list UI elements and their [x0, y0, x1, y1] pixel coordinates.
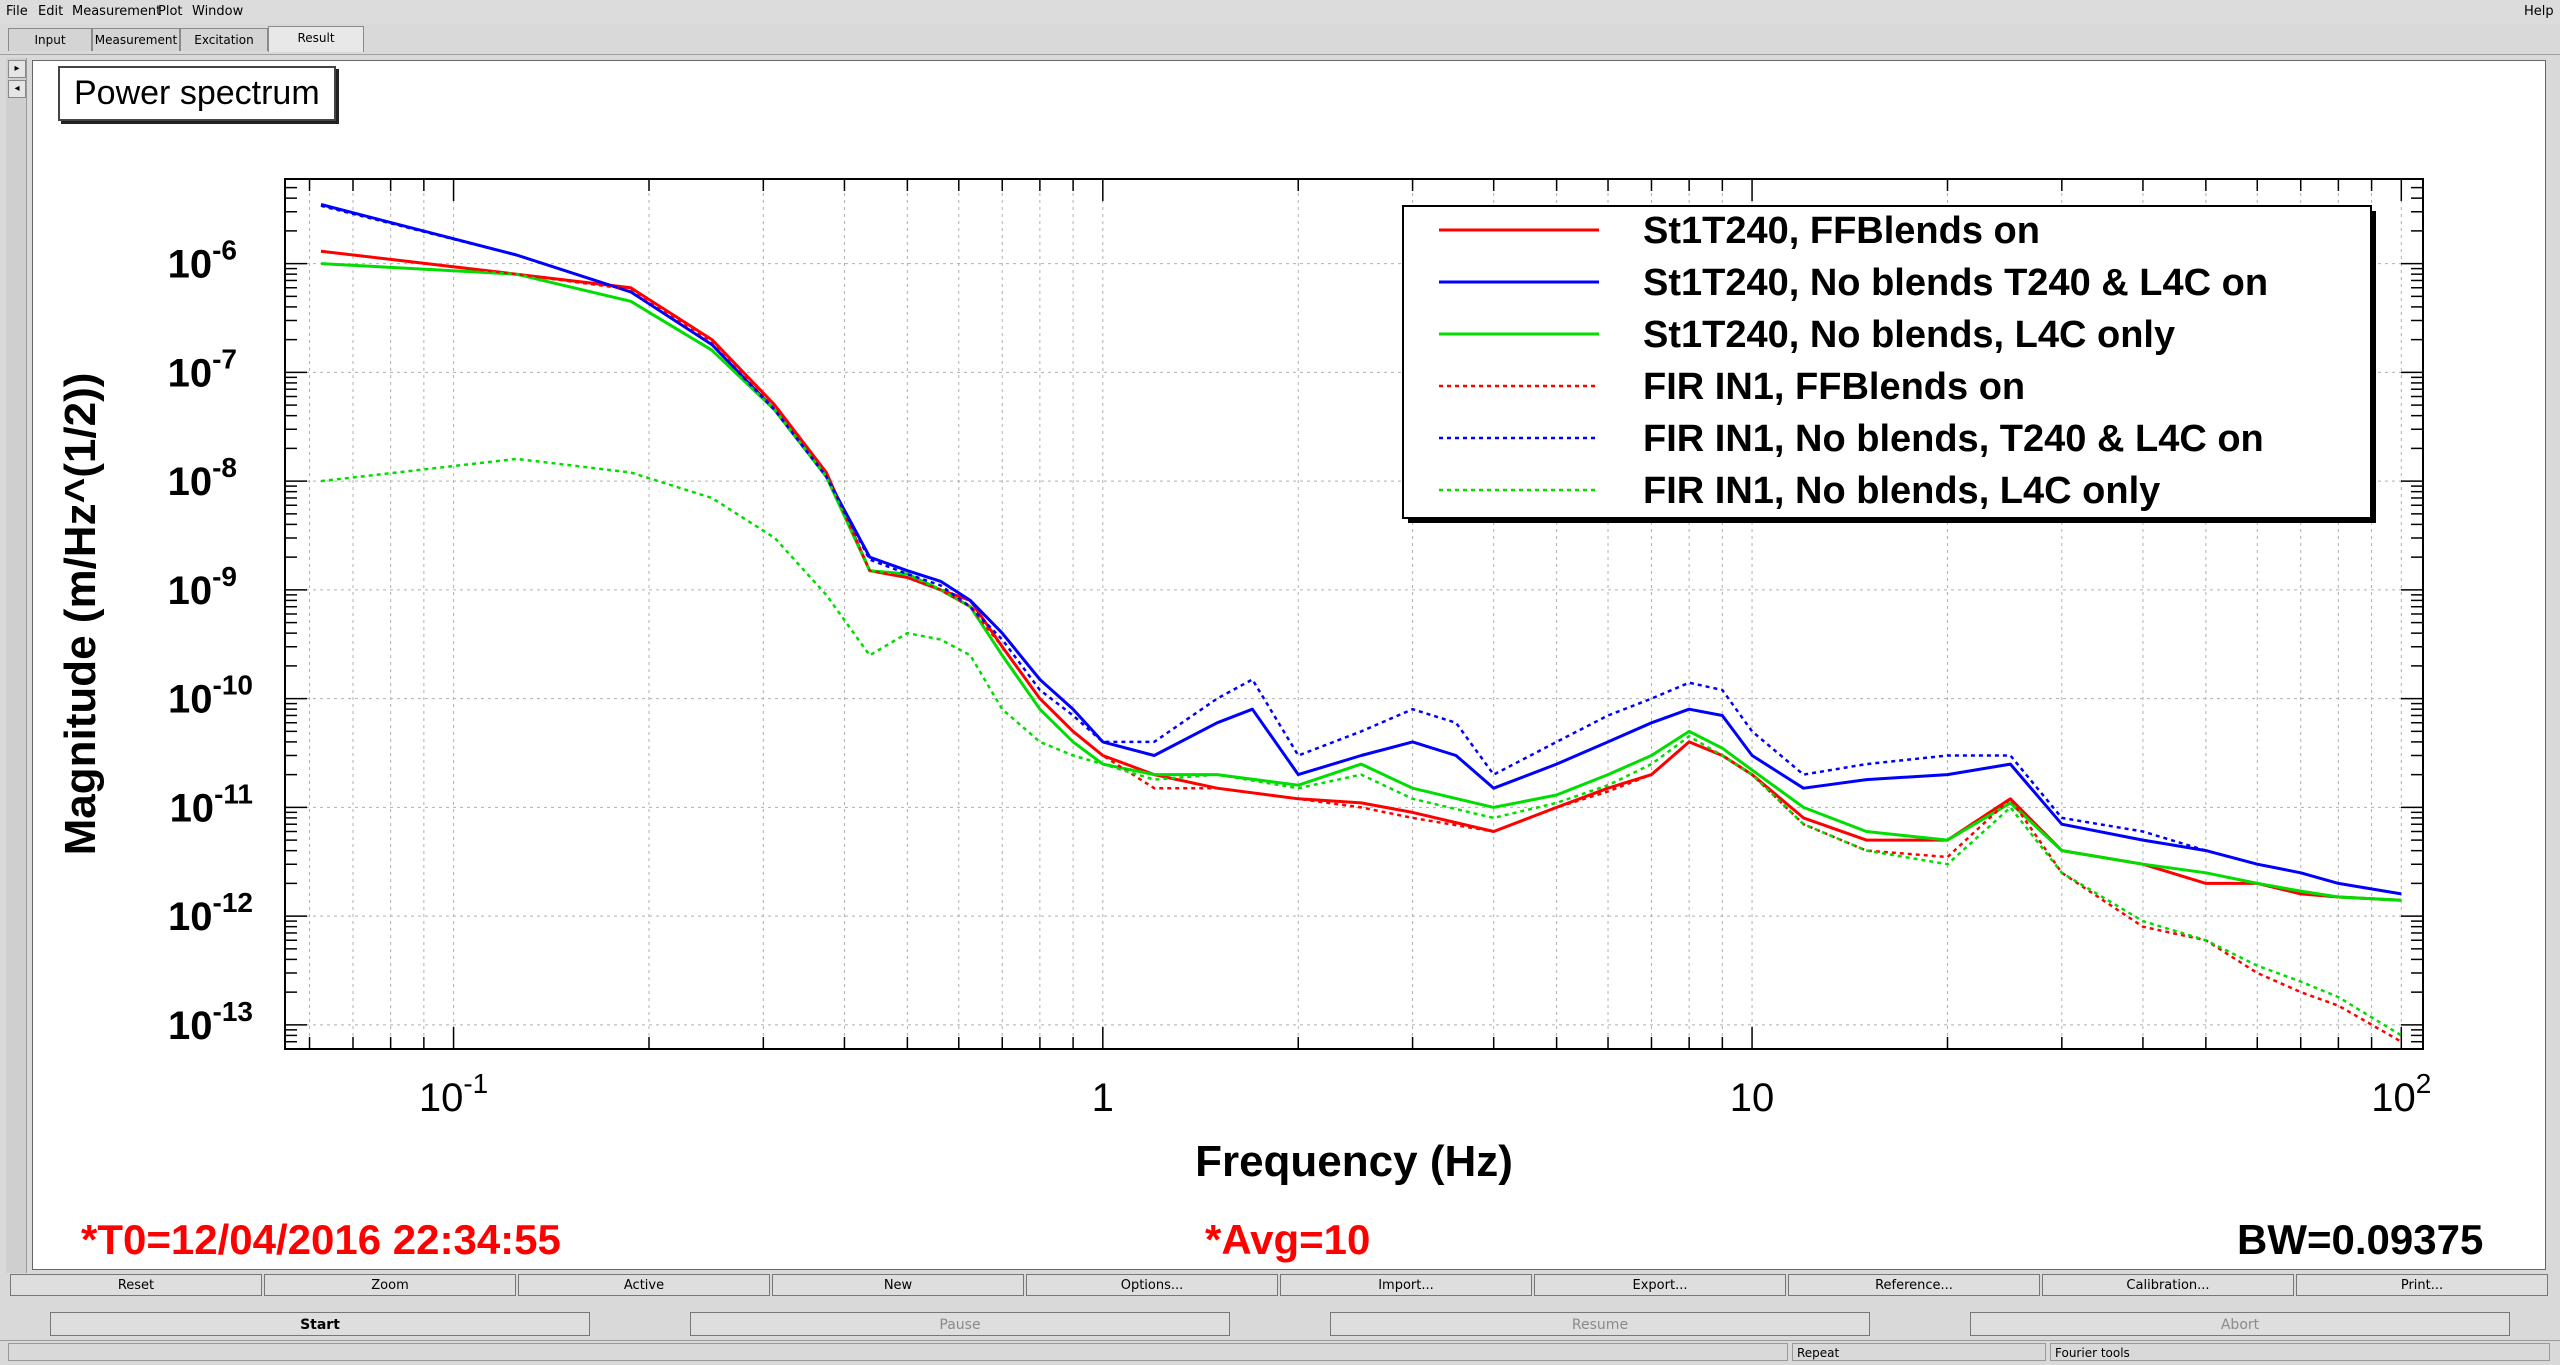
- menu-edit[interactable]: Edit: [38, 4, 64, 19]
- bandwidth-label: BW=0.09375: [2237, 1216, 2484, 1263]
- fourier-status: Fourier tools: [2050, 1343, 2550, 1361]
- menu-measurement[interactable]: Measurement: [72, 4, 162, 19]
- x-tick-label: 102: [2371, 1068, 2431, 1120]
- repeat-status: Repeat: [1792, 1343, 2046, 1361]
- reference-button[interactable]: Reference...: [1788, 1274, 2040, 1296]
- expand-arrow-icon[interactable]: ▸: [8, 60, 26, 78]
- tab-bar: Input Measurement Excitation Result: [0, 24, 2560, 55]
- menu-file[interactable]: File: [6, 4, 28, 19]
- legend-entry: FIR IN1, FFBlends on: [1643, 366, 2025, 408]
- series-layer: [320, 203, 2402, 1043]
- y-tick-label: 10-13: [168, 996, 253, 1048]
- y-axis-label: Magnitude (m/Hz^(1/2)): [56, 373, 105, 856]
- print-button[interactable]: Print...: [2296, 1274, 2548, 1296]
- left-sidebar: ▸ ◂: [6, 58, 27, 1273]
- legend-box: [1402, 205, 2372, 519]
- options-button[interactable]: Options...: [1026, 1274, 1278, 1296]
- plot-canvas[interactable]: Power spectrum 10-1 1 10 102 10-6 10-7 10-8 10…: [32, 60, 2546, 1270]
- resume-button[interactable]: Resume: [1330, 1312, 1870, 1336]
- new-button[interactable]: New: [772, 1274, 1024, 1296]
- legend: St1T240, FFBlends on St1T240, No blends T…: [1402, 205, 2376, 523]
- plot-title: Power spectrum: [58, 66, 336, 121]
- series-line-6: [320, 457, 2402, 1037]
- tab-measurement[interactable]: Measurement: [92, 28, 180, 51]
- export-button[interactable]: Export...: [1534, 1274, 1786, 1296]
- menu-bar: File Edit Measurement Plot Window Help: [0, 0, 2560, 24]
- avg-label: *Avg=10: [1205, 1216, 1371, 1263]
- y-tick-labels: 10-6 10-7 10-8 10-9 10-10 10-11 10-12 10-13: [168, 235, 253, 1048]
- y-tick-label: 10-12: [168, 887, 253, 939]
- reset-button[interactable]: Reset: [10, 1274, 262, 1296]
- menu-window[interactable]: Window: [192, 4, 244, 19]
- y-tick-label: 10-6: [168, 235, 237, 287]
- tab-input[interactable]: Input: [8, 28, 92, 51]
- axis-ticks: [285, 178, 2423, 1050]
- menu-help[interactable]: Help: [2524, 4, 2554, 19]
- y-tick-label: 10-10: [168, 670, 253, 722]
- status-message: [8, 1343, 1788, 1361]
- t0-label: *T0=12/04/2016 22:34:55: [81, 1216, 561, 1263]
- status-bar: Repeat Fourier tools: [0, 1340, 2560, 1365]
- y-tick-label: 10-7: [168, 343, 237, 395]
- legend-entry: St1T240, No blends T240 & L4C on: [1643, 262, 2268, 304]
- collapse-arrow-icon[interactable]: ◂: [8, 80, 26, 98]
- legend-entry: FIR IN1, No blends, L4C only: [1643, 470, 2160, 512]
- calibration-button[interactable]: Calibration...: [2042, 1274, 2294, 1296]
- abort-button[interactable]: Abort: [1970, 1312, 2510, 1336]
- series-line-4: [320, 249, 2402, 1043]
- plot-grid: [285, 179, 2423, 1049]
- legend-entry: St1T240, No blends, L4C only: [1643, 314, 2175, 356]
- legend-entry: FIR IN1, No blends, T240 & L4C on: [1643, 418, 2264, 460]
- import-button[interactable]: Import...: [1280, 1274, 1532, 1296]
- x-tick-labels: 10-1 1 10 102: [419, 1068, 2431, 1120]
- series-line-5: [320, 204, 2402, 896]
- plot-controls-row: Reset Zoom Active New Options... Import.…: [10, 1274, 2550, 1298]
- y-tick-label: 10-8: [168, 452, 237, 504]
- power-spectrum-chart[interactable]: 10-1 1 10 102 10-610-710-810-910-1010-1110-…: [33, 61, 2545, 1269]
- tab-result[interactable]: Result: [268, 26, 364, 52]
- series-line-2: [320, 203, 2402, 896]
- x-axis-label: Frequency (Hz): [1195, 1137, 1513, 1186]
- x-tick-label: 10: [1730, 1076, 1775, 1120]
- menu-plot[interactable]: Plot: [158, 4, 183, 19]
- run-controls-row: Start Pause Resume Abort: [10, 1312, 2550, 1336]
- x-tick-label: 1: [1092, 1076, 1114, 1120]
- tab-excitation[interactable]: Excitation: [180, 28, 268, 51]
- y-tick-label: 10-11: [170, 778, 253, 830]
- active-button[interactable]: Active: [518, 1274, 770, 1296]
- start-button[interactable]: Start: [50, 1312, 590, 1336]
- zoom-button[interactable]: Zoom: [264, 1274, 516, 1296]
- y-tick-label: 10-9: [168, 561, 237, 613]
- legend-entry: St1T240, FFBlends on: [1643, 210, 2040, 252]
- pause-button[interactable]: Pause: [690, 1312, 1230, 1336]
- x-tick-label: 10-1: [419, 1068, 488, 1120]
